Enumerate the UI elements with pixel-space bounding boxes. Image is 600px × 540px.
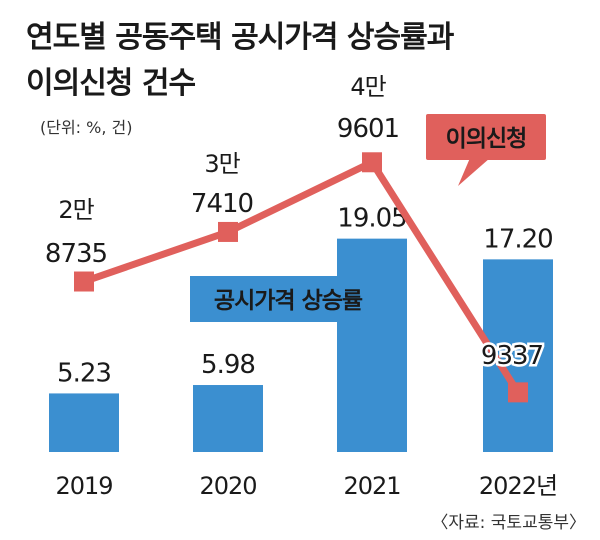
line-value-label: 9601 — [337, 114, 399, 144]
legend-box-bar — [190, 276, 386, 322]
x-tick-label: 2019 — [55, 472, 112, 500]
bar-value-label: 5.98 — [201, 350, 255, 380]
bar-value-label: 19.05 — [337, 204, 406, 234]
chart-title-line1: 연도별 공동주택 공시가격 상승률과 — [26, 20, 454, 55]
legend-box-line — [426, 114, 546, 160]
x-tick-label: 2022년 — [479, 472, 557, 500]
bar-2019 — [49, 393, 119, 452]
x-tick-label: 2021 — [343, 472, 400, 500]
line-value-label-unit: 2만 — [58, 196, 94, 224]
line-marker-2022년 — [508, 382, 528, 403]
line-value-label-unit: 3만 — [204, 150, 240, 178]
line-value-label: 7410 — [191, 189, 253, 219]
bar-value-label: 17.20 — [483, 224, 552, 254]
unit-label: (단위: %, 건) — [40, 118, 133, 137]
legend-label-bar: 공시가격 상승률 — [214, 288, 363, 314]
line-marker-2021 — [362, 152, 382, 173]
line-series-inquiries — [80, 158, 522, 396]
line-marker-2020 — [218, 221, 238, 242]
line-value-label: 8735 — [45, 239, 107, 269]
chart-title-line2: 이의신청 건수 — [26, 66, 196, 101]
source-note: 〈자료: 국토교통부〉 — [431, 513, 586, 533]
bar-2021 — [337, 238, 407, 452]
bar-value-label: 5.23 — [57, 358, 111, 388]
legend-label-line: 이의신청 — [446, 126, 527, 152]
x-tick-label: 2020 — [199, 472, 256, 500]
bar-2020 — [193, 385, 263, 452]
legend-callout-pointer — [458, 158, 490, 186]
line-marker-2019 — [74, 271, 94, 292]
line-value-label-unit: 4만 — [350, 73, 386, 101]
line-value-label: 9337 — [481, 341, 543, 371]
